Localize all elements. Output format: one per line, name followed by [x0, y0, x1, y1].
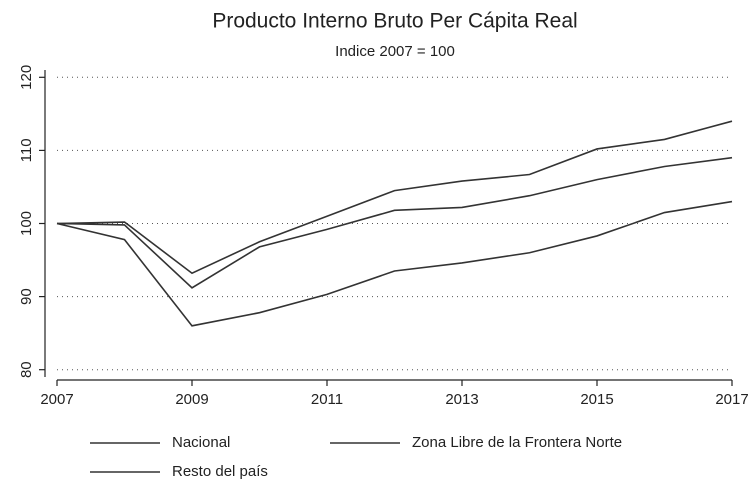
x-tick-label: 2007	[40, 391, 73, 408]
x-tick-label: 2011	[311, 391, 343, 408]
series-line	[56, 120, 733, 275]
x-tick-label: 2009	[175, 391, 208, 408]
y-tick-label: 80	[18, 361, 35, 378]
series-line	[56, 156, 733, 289]
y-tick-label: 100	[18, 211, 35, 236]
y-tick-label: 110	[18, 138, 35, 162]
legend-label: Nacional	[172, 434, 230, 451]
chart-title: Producto Interno Bruto Per Cápita Real	[212, 10, 577, 33]
x-tick-label: 2013	[445, 391, 478, 408]
x-tick-label: 2017	[715, 391, 748, 408]
y-tick-label: 120	[18, 65, 35, 90]
chart-subtitle: Indice 2007 = 100	[335, 43, 455, 60]
legend-label: Resto del país	[172, 463, 268, 480]
x-tick-label: 2015	[580, 391, 613, 408]
series-line	[56, 200, 733, 327]
legend-label: Zona Libre de la Frontera Norte	[412, 434, 622, 451]
y-tick-label: 90	[18, 288, 35, 305]
